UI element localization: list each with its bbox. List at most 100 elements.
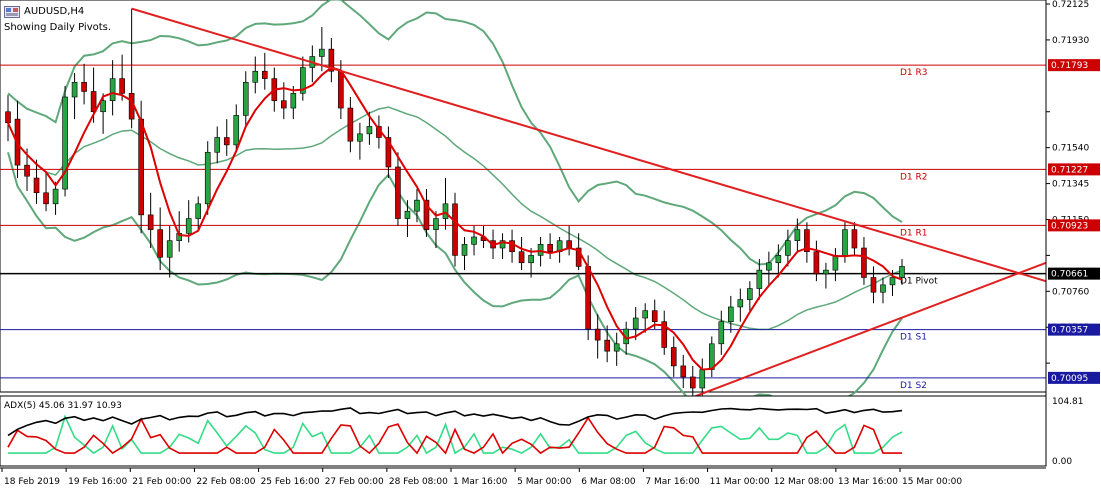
price-badge-text: 0.71227	[1051, 165, 1088, 175]
time-tick-label: 27 Feb 00:00	[325, 477, 384, 487]
time-tick-label: 13 Mar 16:00	[838, 477, 898, 487]
candle-body	[870, 277, 877, 293]
time-tick: 6 Mar 08:00	[578, 468, 636, 487]
price-badge-bg	[1048, 219, 1100, 232]
price-badge-bg	[1048, 59, 1100, 72]
candle	[52, 181, 59, 215]
candle-body	[338, 70, 344, 109]
pivot-level-label: D1 R3	[900, 68, 928, 78]
candle	[62, 85, 68, 197]
candle-body	[689, 376, 696, 389]
pivot-note: Showing Daily Pivots.	[4, 22, 112, 33]
candle-body	[889, 277, 896, 286]
candle	[442, 178, 449, 230]
pivot-level-label: D1 S1	[900, 333, 927, 343]
candle-body	[319, 48, 325, 57]
candle-body	[71, 81, 78, 98]
trendlines[interactable]	[131, 7, 1047, 399]
time-axis[interactable]: 18 Feb 2019 19 Feb 16:00 21 Feb 00:00 22 Fe…	[0, 467, 1046, 487]
candle-body	[794, 229, 801, 241]
indicator-tick-bottom: 0.00	[1052, 457, 1072, 467]
time-tick-label: 22 Feb 08:00	[196, 477, 255, 487]
price-badge-text: 0.70357	[1051, 326, 1088, 336]
pivot-level: D1 R3	[0, 64, 1046, 78]
candle-body	[499, 240, 506, 249]
time-tick-label: 11 Mar 00:00	[710, 477, 770, 487]
ascending-trendline	[692, 261, 1047, 399]
time-tick-label: 18 Feb 2019	[4, 477, 60, 487]
candle	[71, 73, 78, 120]
candle	[157, 207, 163, 271]
candle	[33, 159, 40, 204]
candle	[632, 306, 639, 341]
candle-body	[747, 288, 753, 300]
candle-body	[737, 299, 744, 308]
candle	[785, 229, 791, 267]
candle	[452, 192, 458, 267]
adx-plus-di-line	[8, 414, 903, 455]
candle	[813, 240, 820, 282]
candle-body	[442, 203, 449, 219]
candle	[214, 126, 221, 164]
candle-body	[851, 229, 858, 249]
candle-body	[775, 255, 782, 264]
candle-body	[33, 177, 40, 194]
candle-body	[728, 306, 734, 322]
candle	[195, 196, 202, 230]
time-tick: 12 Mar 08:00	[771, 468, 834, 487]
candle	[823, 262, 829, 289]
price-tick: 0.71540	[1046, 144, 1089, 154]
candle	[518, 236, 525, 271]
candle	[509, 229, 515, 263]
candle-body	[195, 203, 202, 219]
time-tick: 25 Feb 16:00	[258, 468, 320, 487]
indicator-pane-border	[0, 395, 1047, 467]
bollinger-middle-band	[7, 106, 903, 331]
candle	[81, 63, 87, 105]
candles[interactable]	[5, 8, 905, 398]
candle	[204, 141, 211, 215]
candle	[223, 119, 230, 156]
candle	[347, 97, 354, 153]
pivot-level-label: D1 Pivot	[900, 277, 938, 287]
price-badge-text: 0.70661	[1051, 270, 1088, 280]
candle-body	[661, 321, 668, 348]
candle-body	[813, 251, 820, 275]
candle-body	[518, 251, 525, 264]
candle	[414, 189, 420, 223]
price-tick: 0.72125	[1046, 0, 1089, 10]
candle	[109, 60, 116, 116]
candle-body	[214, 137, 221, 153]
price-badge: 0.71793	[1048, 59, 1100, 72]
price-tick-label: 0.71930	[1052, 36, 1089, 46]
time-tick-label: 12 Mar 08:00	[774, 477, 834, 487]
candle	[547, 233, 553, 260]
price-badge: 0.70923	[1048, 219, 1100, 232]
candle-body	[24, 164, 30, 177]
candle	[423, 189, 430, 237]
time-tick: 11 Mar 00:00	[707, 468, 770, 487]
time-tick: 1 Mar 16:00	[450, 468, 508, 487]
candle-body	[242, 81, 249, 116]
time-tick: 28 Feb 08:00	[386, 468, 448, 487]
price-axis[interactable]: 0.721250.719300.715400.713450.711500.707…	[1045, 0, 1100, 466]
candle-body	[109, 78, 116, 101]
candle-body	[613, 343, 620, 352]
symbol-label: AUDUSD,H4	[24, 6, 85, 17]
bollinger-upper-band	[7, 0, 903, 266]
descending-trendline	[131, 7, 1047, 283]
candle	[594, 314, 601, 359]
price-badge-text: 0.70923	[1051, 221, 1088, 231]
candle-body	[404, 210, 411, 219]
candle-body	[670, 347, 677, 367]
candle-body	[756, 269, 763, 289]
candle-body	[261, 70, 268, 79]
candle-body	[5, 111, 11, 124]
pivot-level: D1 R2	[0, 168, 1046, 182]
candle-body	[471, 236, 477, 245]
candle-body	[290, 93, 297, 109]
pivot-levels: D1 R3 D1 R2 D1 R1 D1 Pivot D1 S1 D1 S2	[0, 64, 1046, 391]
candle	[899, 259, 905, 285]
time-tick: 22 Feb 08:00	[193, 468, 256, 487]
